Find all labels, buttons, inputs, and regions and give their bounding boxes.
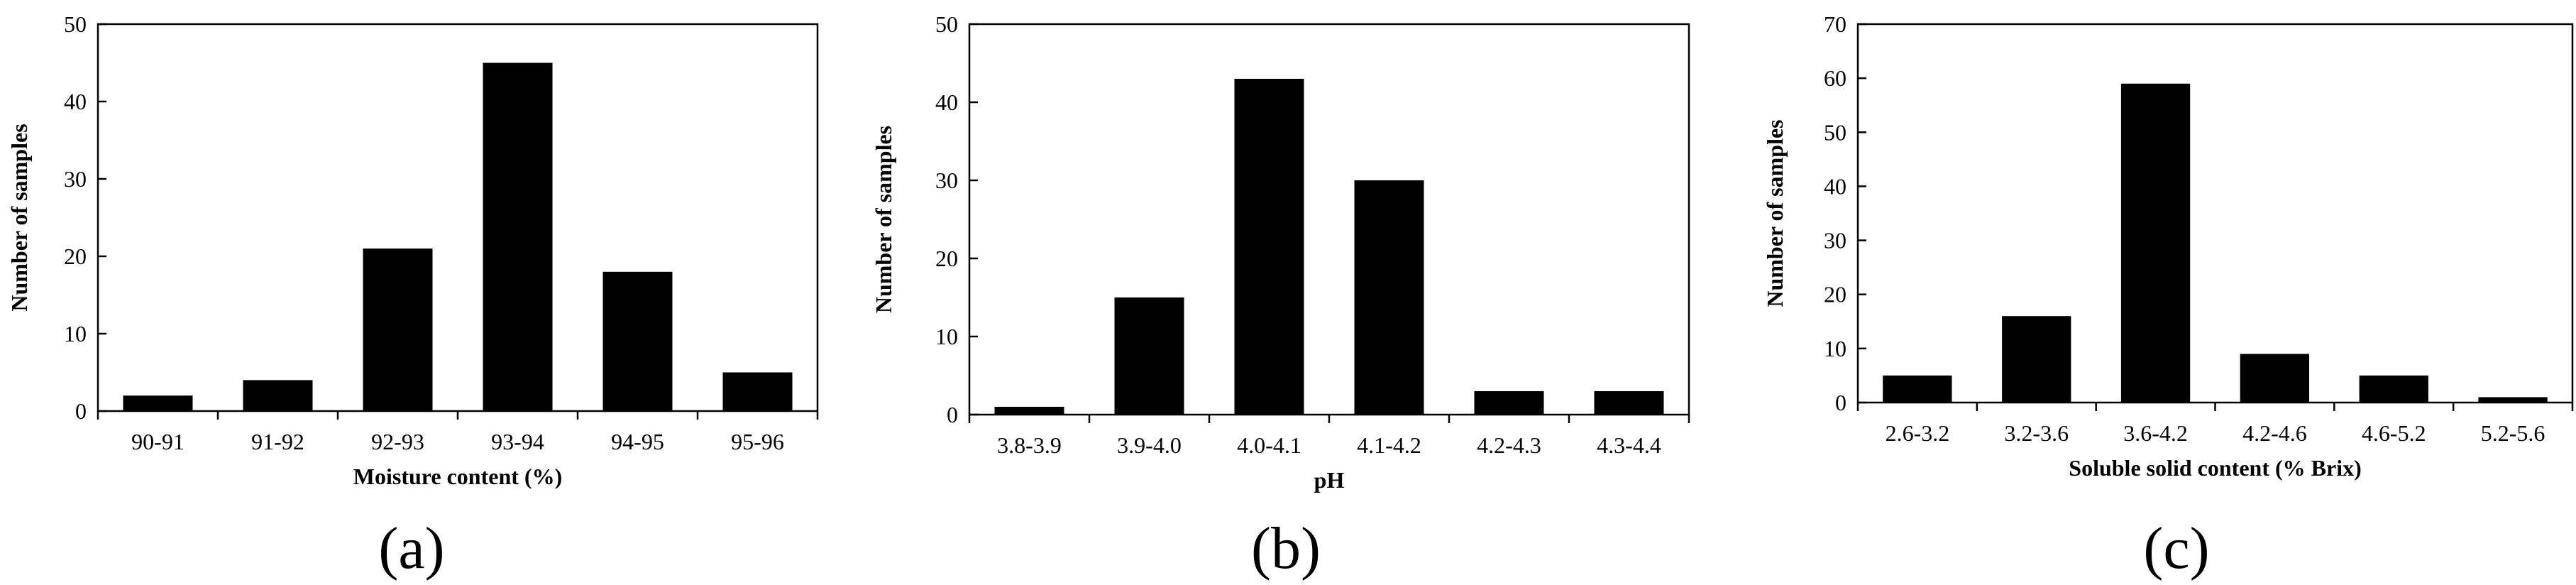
bar-4.2-4.6 bbox=[2240, 354, 2309, 403]
bar-2.6-3.2 bbox=[1883, 375, 1952, 403]
bar-93-94 bbox=[483, 62, 553, 411]
x-tick-label: 91-92 bbox=[251, 429, 304, 454]
bar-91-92 bbox=[243, 380, 313, 411]
y-tick-label: 50 bbox=[935, 11, 958, 37]
x-tick-label: 3.8-3.9 bbox=[997, 432, 1062, 458]
x-tick-label: 4.2-4.6 bbox=[2242, 420, 2307, 446]
chart-panel-1: 0 10 20 30 40 50 90-91 91-92 92-93 93-94 94-95 95-9… bbox=[6, 11, 819, 581]
x-axis-title: Moisture content (%) bbox=[353, 464, 562, 489]
x-tick-label: 5.2-5.6 bbox=[2481, 420, 2545, 446]
y-tick-label: 30 bbox=[64, 166, 87, 192]
y-tick-label: 0 bbox=[75, 398, 87, 424]
bar-94-95 bbox=[602, 271, 673, 411]
x-axis-title: pH bbox=[1314, 467, 1345, 493]
bar-95-96 bbox=[722, 372, 793, 411]
y-tick-label: 40 bbox=[64, 89, 87, 114]
bar-92-93 bbox=[363, 248, 433, 411]
bar-3.2-3.6 bbox=[2002, 316, 2071, 403]
bar-3.6-4.2 bbox=[2120, 83, 2191, 403]
y-tick-label: 40 bbox=[1824, 173, 1846, 199]
y-tick-label: 20 bbox=[1824, 282, 1846, 307]
x-tick-label: 3.2-3.6 bbox=[2004, 420, 2069, 446]
bar-5.2-5.6 bbox=[2478, 397, 2548, 403]
y-tick-label: 10 bbox=[1824, 336, 1846, 361]
y-tick-label: 20 bbox=[64, 244, 87, 269]
y-tick-label: 40 bbox=[935, 89, 958, 115]
x-tick-label: 94-95 bbox=[611, 429, 664, 454]
x-tick-label: 3.9-4.0 bbox=[1117, 432, 1182, 458]
bar-3.9-4.0 bbox=[1114, 297, 1184, 415]
plot-frame bbox=[97, 23, 819, 412]
x-tick-label: 92-93 bbox=[371, 429, 424, 454]
bar-4.3-4.4 bbox=[1594, 391, 1664, 415]
y-tick-label: 0 bbox=[1835, 390, 1846, 415]
y-axis-title: Number of samples bbox=[871, 126, 896, 313]
y-tick-label: 30 bbox=[935, 168, 958, 193]
x-tick-label: 4.0-4.1 bbox=[1237, 432, 1301, 458]
y-tick-label: 10 bbox=[64, 321, 87, 346]
x-tick-label: 4.3-4.4 bbox=[1597, 432, 1661, 458]
x-tick-label: 90-91 bbox=[131, 429, 185, 454]
chart-panel-2: 0 10 20 30 40 50 3.8-3.9 3.9-4.0 4.0-4.1 4.1-4.2 4… bbox=[871, 11, 1690, 581]
bar-4.2-4.3 bbox=[1474, 391, 1544, 415]
chart-panel-3: 0 10 20 30 40 50 60 70 2.6-3.2 3.2-3.6 3.6-4.2 4.2-… bbox=[1762, 11, 2574, 581]
bar-4.0-4.1 bbox=[1234, 79, 1304, 415]
y-tick-label: 0 bbox=[947, 402, 958, 427]
bar-90-91 bbox=[123, 395, 193, 411]
panel-label: (a) bbox=[378, 515, 444, 581]
x-tick-label: 95-96 bbox=[731, 429, 784, 454]
y-tick-label: 10 bbox=[935, 324, 958, 349]
x-tick-label: 2.6-3.2 bbox=[1886, 420, 1950, 446]
x-axis-title: Soluble solid content (% Brix) bbox=[2069, 455, 2361, 481]
x-tick-label: 4.2-4.3 bbox=[1477, 432, 1541, 458]
y-axis-title: Number of samples bbox=[1762, 119, 1788, 307]
x-tick-label: 4.1-4.2 bbox=[1357, 432, 1421, 458]
y-tick-label: 70 bbox=[1824, 11, 1846, 37]
x-tick-label: 3.6-4.2 bbox=[2123, 420, 2188, 446]
plot-frame bbox=[1856, 23, 2574, 404]
bar-4.1-4.2 bbox=[1354, 180, 1424, 415]
y-axis-title: Number of samples bbox=[6, 124, 32, 311]
bar-4.6-5.2 bbox=[2359, 375, 2428, 403]
bar-3.8-3.9 bbox=[994, 407, 1064, 415]
panel-label: (c) bbox=[2143, 515, 2209, 581]
y-tick-label: 50 bbox=[1824, 119, 1846, 145]
panel-label: (b) bbox=[1251, 515, 1321, 581]
x-tick-label: 93-94 bbox=[491, 429, 544, 454]
y-tick-label: 30 bbox=[1824, 228, 1846, 253]
y-tick-label: 50 bbox=[64, 11, 87, 37]
x-tick-label: 4.6-5.2 bbox=[2362, 420, 2426, 446]
plot-frame bbox=[968, 23, 1690, 416]
y-tick-label: 20 bbox=[935, 246, 958, 271]
y-tick-label: 60 bbox=[1824, 65, 1846, 91]
